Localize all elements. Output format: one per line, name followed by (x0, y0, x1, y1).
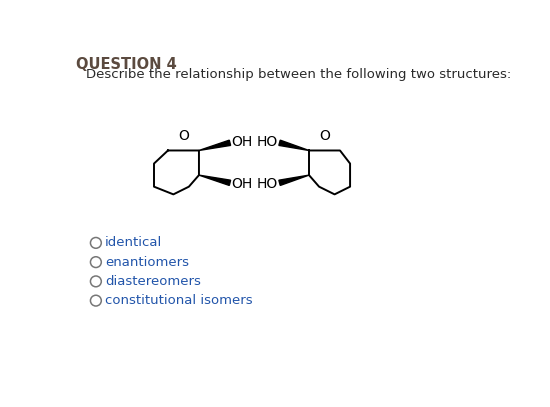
Polygon shape (199, 175, 230, 186)
Text: OH: OH (232, 135, 253, 149)
Polygon shape (279, 175, 309, 186)
Text: O: O (319, 129, 330, 143)
Polygon shape (199, 140, 230, 151)
Text: QUESTION 4: QUESTION 4 (76, 57, 177, 72)
Text: HO: HO (257, 177, 278, 190)
Text: OH: OH (232, 177, 253, 190)
Text: identical: identical (105, 236, 162, 249)
Text: constitutional isomers: constitutional isomers (105, 294, 253, 307)
Text: enantiomers: enantiomers (105, 256, 189, 269)
Text: O: O (178, 129, 189, 143)
Text: HO: HO (257, 135, 278, 149)
Text: Describe the relationship between the following two structures:: Describe the relationship between the fo… (86, 68, 511, 81)
Text: diastereomers: diastereomers (105, 275, 201, 288)
Polygon shape (279, 140, 309, 151)
